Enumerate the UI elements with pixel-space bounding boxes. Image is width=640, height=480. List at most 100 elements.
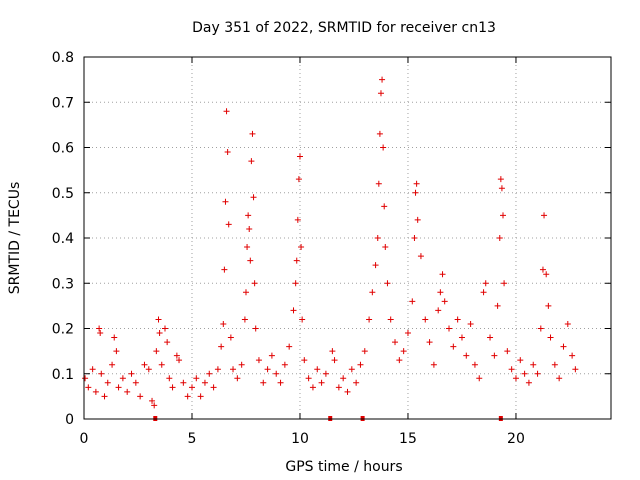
y-tick-label: 0.7	[52, 95, 74, 111]
data-point	[525, 379, 532, 386]
data-point	[295, 176, 302, 183]
data-point	[89, 366, 96, 373]
data-point	[560, 343, 567, 350]
data-point	[375, 180, 382, 187]
data-point	[412, 189, 419, 196]
y-tick-label: 0.4	[52, 231, 74, 247]
data-point	[225, 221, 232, 228]
data-point	[454, 316, 461, 323]
data-point	[366, 316, 373, 323]
data-point	[476, 375, 483, 382]
data-point	[504, 348, 511, 355]
data-point	[210, 384, 217, 391]
x-tick-label: 15	[399, 431, 417, 447]
y-tick-label: 0	[65, 412, 74, 428]
data-point	[85, 384, 92, 391]
data-point	[494, 302, 501, 309]
data-point	[372, 262, 379, 269]
data-point	[545, 302, 552, 309]
data-point	[404, 330, 411, 337]
data-point	[234, 375, 241, 382]
data-point	[286, 343, 293, 350]
data-point	[151, 402, 158, 409]
data-point	[543, 271, 550, 278]
data-point	[101, 393, 108, 400]
data-point	[547, 334, 554, 341]
data-point	[512, 375, 519, 382]
y-tick-label: 0.5	[52, 186, 74, 202]
data-point	[149, 397, 156, 404]
data-point	[430, 361, 437, 368]
data-point	[467, 320, 474, 327]
data-point	[264, 366, 271, 373]
data-point	[305, 375, 312, 382]
data-point	[400, 348, 407, 355]
data-point	[82, 375, 89, 382]
data-point	[188, 384, 195, 391]
data-point	[255, 357, 262, 364]
x-tick-label: 0	[80, 431, 89, 447]
x-tick-labels: 0 5 10 15 20	[80, 431, 525, 447]
data-point	[422, 316, 429, 323]
data-point	[161, 325, 168, 332]
data-point	[249, 130, 256, 137]
data-point	[480, 289, 487, 296]
data-point	[245, 212, 252, 219]
data-point	[98, 370, 105, 377]
data-point	[376, 130, 383, 137]
data-point	[381, 203, 388, 210]
data-point	[439, 271, 446, 278]
data-point	[132, 379, 139, 386]
data-point	[119, 375, 126, 382]
data-point	[322, 370, 329, 377]
data-point	[500, 212, 507, 219]
data-point	[537, 325, 544, 332]
data-point	[153, 348, 160, 355]
data-point	[252, 325, 259, 332]
data-point	[446, 325, 453, 332]
data-point	[247, 257, 254, 264]
data-point	[260, 379, 267, 386]
data-point	[426, 339, 433, 346]
data-point	[369, 289, 376, 296]
data-point	[238, 361, 245, 368]
data-point	[156, 330, 163, 337]
data-point	[96, 325, 103, 332]
y-tick-label: 0.8	[52, 50, 74, 66]
data-point	[128, 370, 135, 377]
x-tick-label: 5	[188, 431, 197, 447]
data-point	[220, 320, 227, 327]
data-point	[463, 352, 470, 359]
data-point	[281, 361, 288, 368]
data-point	[111, 334, 118, 341]
data-point	[379, 76, 386, 83]
data-point	[534, 370, 541, 377]
data-point	[318, 379, 325, 386]
data-point	[113, 348, 120, 355]
data-point	[309, 384, 316, 391]
data-point	[197, 393, 204, 400]
data-point	[298, 244, 305, 251]
data-point	[521, 370, 528, 377]
data-point	[294, 216, 301, 223]
data-point	[244, 244, 251, 251]
data-point	[296, 153, 303, 160]
data-point	[180, 379, 187, 386]
data-point	[314, 366, 321, 373]
data-point	[223, 108, 230, 115]
data-point	[248, 158, 255, 165]
y-axis-label: SRMTID / TECUs	[7, 182, 23, 295]
data-point	[242, 289, 249, 296]
data-point	[396, 357, 403, 364]
data-point	[246, 225, 253, 232]
data-point	[382, 244, 389, 251]
data-point	[230, 366, 237, 373]
data-point	[124, 388, 131, 395]
data-point	[299, 316, 306, 323]
data-point	[293, 257, 300, 264]
data-point	[384, 280, 391, 287]
x-axis-label: GPS time / hours	[285, 459, 402, 475]
data-point	[115, 384, 122, 391]
